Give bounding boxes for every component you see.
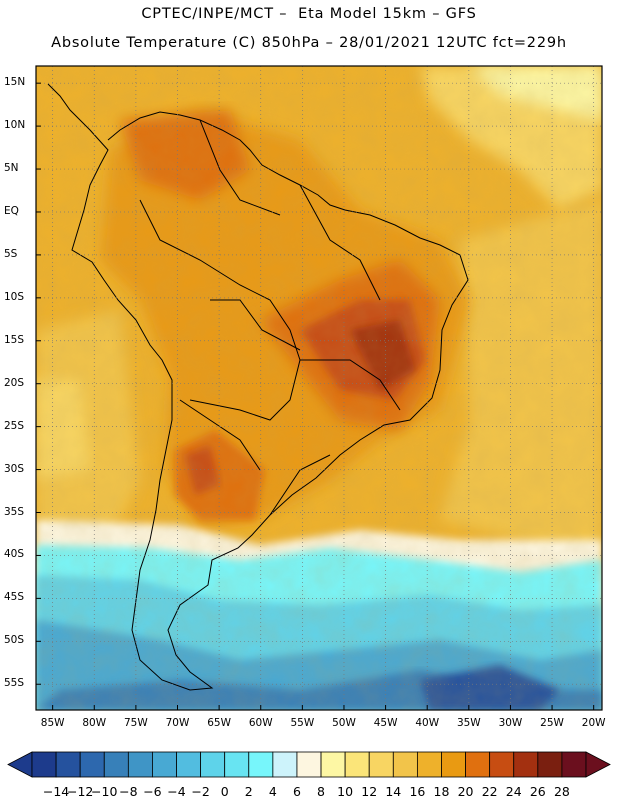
colorbar-box xyxy=(31,751,57,778)
colorbar-label: −14 xyxy=(42,784,70,799)
lat-label: 25S xyxy=(4,419,25,432)
lon-label: 65W xyxy=(207,717,231,729)
colorbar-label: 2 xyxy=(244,784,253,799)
lon-label: 50W xyxy=(332,717,356,729)
colorbar-label: −12 xyxy=(66,784,94,799)
lat-label: 10N xyxy=(4,119,26,132)
colorbar-label: 26 xyxy=(529,784,546,799)
graticule xyxy=(36,66,602,710)
lon-label: 60W xyxy=(248,717,273,729)
colorbar-box xyxy=(103,751,129,778)
title-line-1: CPTEC/INPE/MCT – Eta Model 15km – GFS xyxy=(141,6,477,22)
colorbar-box xyxy=(465,751,491,778)
colorbar-box xyxy=(441,751,466,778)
lat-label: EQ xyxy=(4,204,19,217)
axis-ticks xyxy=(36,82,595,710)
lat-label: 5S xyxy=(4,247,18,260)
lat-label: 35S xyxy=(4,505,25,518)
lon-label: 70W xyxy=(165,717,190,729)
colorbar-label: −6 xyxy=(143,784,162,799)
lat-label: 50S xyxy=(4,634,25,647)
lat-label: 15N xyxy=(4,76,26,89)
colorbar-label: −8 xyxy=(119,784,138,799)
colorbar-box xyxy=(152,751,177,778)
colorbar-label: 20 xyxy=(457,784,474,799)
colorbar-box xyxy=(513,751,539,778)
colorbar-label: −4 xyxy=(167,784,186,799)
lon-label: 80W xyxy=(82,717,107,729)
colorbar-box xyxy=(368,751,394,778)
colorbar-label: −2 xyxy=(191,784,210,799)
lon-label: 40W xyxy=(415,717,440,729)
lon-label: 35W xyxy=(456,717,481,729)
lat-label: 55S xyxy=(4,677,25,690)
colorbar-label: 22 xyxy=(481,784,498,799)
lon-label: 25W xyxy=(540,717,564,729)
temperature-field xyxy=(36,66,602,710)
colorbar-box xyxy=(561,751,587,778)
colorbar-label: 0 xyxy=(220,784,229,799)
map-frame xyxy=(35,65,603,711)
colorbar-box xyxy=(416,751,442,778)
colorbar-box xyxy=(224,751,250,778)
colorbar-label: 28 xyxy=(553,784,570,799)
lon-label: 20W xyxy=(581,717,606,729)
colorbar-label: 10 xyxy=(337,784,354,799)
colorbar-label: 16 xyxy=(409,784,426,799)
lon-label: 45W xyxy=(373,717,398,729)
colorbar-label: −10 xyxy=(91,784,118,799)
colorbar-box xyxy=(55,751,81,778)
lat-label: 45S xyxy=(4,591,25,604)
colorbar-label: 4 xyxy=(268,784,277,799)
colorbar-box xyxy=(537,751,563,778)
lat-label: 10S xyxy=(4,290,25,303)
colorbar-box xyxy=(176,751,202,778)
colorbar-arrow-right xyxy=(585,751,611,778)
lon-label: 30W xyxy=(498,717,523,729)
colorbar-box xyxy=(272,751,298,778)
colorbar-box xyxy=(296,751,322,778)
colorbar-box xyxy=(320,751,346,778)
lat-label: 20S xyxy=(4,376,25,389)
title-line-2: Absolute Temperature (C) 850hPa – 28/01/… xyxy=(51,35,567,51)
lat-label: 5N xyxy=(4,162,19,175)
colorbar-label: 24 xyxy=(505,784,522,799)
lat-label: 30S xyxy=(4,462,25,475)
lon-label: 85W xyxy=(40,717,65,729)
colorbar-label: 14 xyxy=(385,784,402,799)
coastline xyxy=(47,83,469,691)
colorbar-box xyxy=(79,751,105,778)
colorbar-box xyxy=(344,751,370,778)
colorbar-arrow-left xyxy=(7,751,33,778)
colorbar-box xyxy=(489,751,515,778)
colorbar xyxy=(7,751,611,778)
colorbar-label: 8 xyxy=(317,784,325,799)
colorbar-box xyxy=(392,751,418,778)
colorbar-label: 18 xyxy=(433,784,450,799)
lon-label: 75W xyxy=(124,717,148,729)
colorbar-label: 6 xyxy=(292,784,301,799)
colorbar-box xyxy=(248,751,274,778)
colorbar-box xyxy=(200,751,226,778)
lon-label: 55W xyxy=(290,717,315,729)
lat-label: 15S xyxy=(4,333,25,346)
colorbar-label: 12 xyxy=(361,784,378,799)
colorbar-box xyxy=(127,751,153,778)
lat-label: 40S xyxy=(4,548,25,561)
